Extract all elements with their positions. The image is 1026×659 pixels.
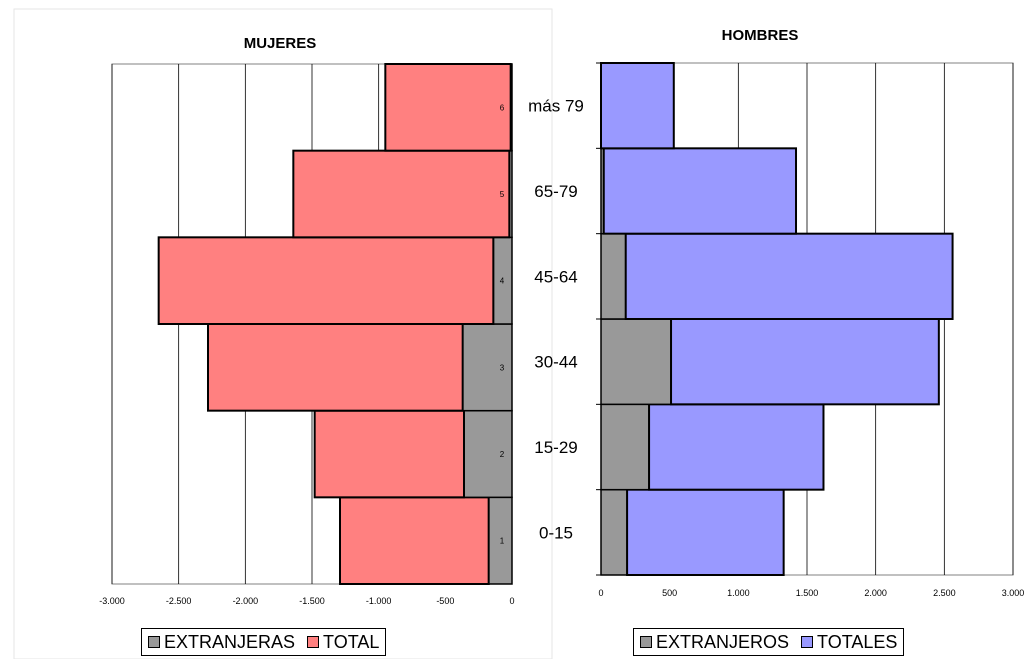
bar-total-4 (157, 236, 495, 325)
legend-mujeres: EXTRANJERAS TOTAL (141, 628, 387, 656)
y-tick-label: más 79 (528, 97, 584, 116)
x-tick-label: -3.000 (99, 596, 125, 606)
bar-foreign-3 (600, 318, 672, 406)
legend-item-total: TOTAL (307, 631, 379, 653)
chart-title: MUJERES (244, 35, 317, 52)
legend-item-extranjeros: EXTRANJEROS (640, 631, 789, 653)
legend-swatch-extranjeras (148, 636, 160, 648)
x-tick-label: -500 (436, 596, 454, 606)
bar-total-4 (624, 232, 954, 321)
bar-foreign-3 (461, 323, 513, 412)
bar-total-2 (648, 403, 825, 491)
bar-total-5 (292, 149, 511, 239)
bar-total-2 (313, 409, 465, 499)
bar-foreign-4 (600, 232, 627, 320)
chart-mujeres: -3.000 -2.500 -2.000 -1.500 -1.000 -500 0 1 2 3 4 5… (99, 35, 514, 606)
legend-label-extranjeras: EXTRANJERAS (164, 632, 296, 652)
x-tick-label: 2.500 (933, 588, 956, 598)
y-tick-label: 0-15 (539, 523, 573, 542)
legend-item-extranjeras: EXTRANJERAS (148, 631, 295, 653)
x-tick-label: 0 (598, 588, 603, 598)
legend-label-total: TOTAL (323, 632, 380, 652)
y-tick-label: 30-44 (534, 353, 577, 372)
y-tick-label: 5 (500, 190, 505, 199)
legend-swatch-extranjeros (640, 636, 652, 648)
x-tick-label: -2.500 (166, 596, 192, 606)
chart-title: HOMBRES (722, 27, 799, 44)
x-tick-label: -1.000 (366, 596, 392, 606)
bar-foreign-1 (600, 488, 628, 576)
bar-total-6 (600, 62, 675, 150)
bar-total-1 (626, 488, 785, 576)
y-tick-label: 65-79 (534, 182, 577, 201)
bar-total-1 (339, 496, 490, 586)
x-tick-label: -2.000 (233, 596, 259, 606)
bar-total-3 (670, 318, 940, 406)
legend-label-extranjeros: EXTRANJEROS (656, 632, 790, 652)
y-tick-label: 4 (500, 277, 505, 286)
legend-item-totales: TOTALES (801, 631, 897, 653)
legend-label-totales: TOTALES (817, 632, 898, 652)
legend-swatch-totales (801, 636, 814, 648)
x-tick-label: 1.500 (796, 588, 819, 598)
x-tick-label: 1.000 (727, 588, 750, 598)
y-tick-label: 6 (500, 103, 505, 112)
y-tick-label: 3 (500, 363, 505, 372)
y-tick-label: 2 (500, 450, 505, 459)
x-tick-label: 2.000 (864, 588, 887, 598)
bar-foreign-2 (463, 409, 513, 499)
x-tick-label: 0 (509, 596, 514, 606)
legend-swatch-total (307, 636, 320, 648)
left-panel-frame (13, 8, 553, 659)
y-tick-label: 15-29 (534, 438, 577, 457)
y-tick-label: 45-64 (534, 267, 577, 286)
chart-hombres: 0 500 1.000 1.500 2.000 2.500 3.000 0-15 15-29 30… (528, 27, 1024, 598)
x-tick-label: -1.500 (299, 596, 325, 606)
x-tick-label: 500 (662, 588, 677, 598)
bar-total-5 (602, 147, 798, 235)
bar-total-6 (384, 63, 512, 152)
legend-hombres: EXTRANJEROS TOTALES (633, 628, 905, 656)
y-tick-label: 1 (500, 537, 505, 546)
x-tick-label: 3.000 (1002, 588, 1025, 598)
bar-foreign-2 (600, 403, 650, 491)
bar-total-3 (207, 323, 464, 412)
